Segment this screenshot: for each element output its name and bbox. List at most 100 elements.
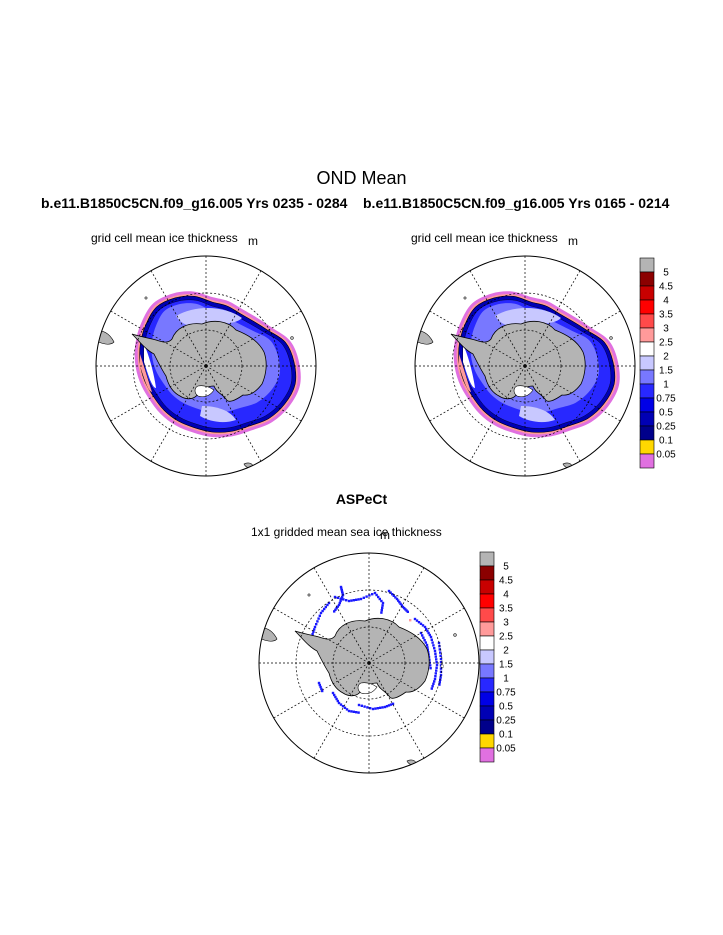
colorbar-level-label: 2 xyxy=(503,646,509,657)
observations-map-title: 1x1 gridded mean sea ice thickness xyxy=(251,525,442,539)
observation-point xyxy=(341,705,345,708)
colorbar-swatch xyxy=(479,677,495,693)
observation-point xyxy=(341,590,344,593)
colorbar-swatch xyxy=(639,439,655,455)
observations-polar-map xyxy=(258,552,480,774)
observation-point xyxy=(335,607,338,610)
observation-point xyxy=(339,599,342,603)
observation-point xyxy=(335,697,338,701)
observation-point xyxy=(434,655,437,658)
colorbar-swatch xyxy=(639,341,655,357)
right-polar-map xyxy=(414,255,636,477)
observation-point xyxy=(409,619,412,622)
observation-point xyxy=(380,599,383,603)
observation-point xyxy=(389,703,393,706)
colorbar-level-label: 3 xyxy=(663,324,669,335)
colorbar-level-label: 0.1 xyxy=(499,730,513,741)
colorbar-swatch xyxy=(639,355,655,371)
observation-point xyxy=(380,609,383,612)
colorbar-swatch xyxy=(639,383,655,399)
observation-point xyxy=(426,629,429,633)
left-polar-map xyxy=(95,255,317,477)
observation-point xyxy=(360,704,363,707)
observation-point xyxy=(352,710,355,713)
colorbar-swatch xyxy=(639,313,655,329)
observation-point xyxy=(317,617,320,620)
observation-point xyxy=(350,599,353,602)
observation-point xyxy=(394,596,397,599)
observation-point xyxy=(319,611,323,615)
observation-point xyxy=(430,638,433,641)
observation-point xyxy=(431,685,434,688)
colorbar-swatch xyxy=(479,579,495,595)
observation-point xyxy=(323,607,326,611)
observation-point xyxy=(376,707,379,710)
observation-point xyxy=(336,699,339,703)
colorbar-swatch xyxy=(639,369,655,385)
observation-point xyxy=(312,630,315,633)
observation-point xyxy=(331,691,335,695)
colorbar-swatch xyxy=(639,299,655,315)
observation-point xyxy=(439,657,443,661)
observation-point xyxy=(341,592,344,595)
observation-point xyxy=(424,641,427,644)
observation-point xyxy=(438,648,441,651)
observation-point xyxy=(438,681,441,684)
observation-point xyxy=(366,706,369,709)
observation-point xyxy=(338,601,341,605)
antarctica-landmass xyxy=(131,320,267,402)
colorbar-level-label: 4 xyxy=(663,296,669,307)
observation-point xyxy=(417,621,421,624)
observation-point xyxy=(399,602,402,605)
graticule xyxy=(415,256,635,476)
colorbar-level-label: 1.5 xyxy=(659,366,673,377)
observation-point xyxy=(381,706,384,709)
observation-point xyxy=(345,599,348,602)
observation-point xyxy=(315,623,318,626)
colorbar-swatch xyxy=(639,453,655,469)
map-content xyxy=(415,256,635,476)
observation-point xyxy=(434,675,437,678)
observation-point xyxy=(334,695,337,699)
observation-point xyxy=(439,661,443,664)
ice-pale-ross xyxy=(176,307,242,327)
observation-point xyxy=(433,647,436,650)
observation-point xyxy=(425,627,428,631)
ice-pale-ross xyxy=(495,307,561,327)
colorbar-level-label: 3.5 xyxy=(659,310,673,321)
observation-point xyxy=(438,683,441,686)
colorbar-level-label: 1 xyxy=(663,380,669,391)
case-left-label: b.e11.B1850C5CN.f09_g16.005 Yrs 0235 - 0… xyxy=(41,195,348,211)
observation-point xyxy=(347,709,351,713)
colorbar-swatch xyxy=(479,691,495,707)
observation-point xyxy=(395,597,399,601)
observation-point xyxy=(431,641,434,644)
observation-point xyxy=(347,599,351,603)
observation-point xyxy=(363,705,366,708)
observation-point xyxy=(339,703,343,706)
colorbar-level-label: 2 xyxy=(663,352,669,363)
observation-point xyxy=(426,648,429,651)
colorbar-swatch xyxy=(639,271,655,287)
observation-point xyxy=(357,598,360,601)
observation-point xyxy=(435,669,438,672)
colorbar-level-label: 0.75 xyxy=(656,394,676,405)
colorbar-level-label: 1 xyxy=(503,674,509,685)
colorbar-swatch xyxy=(639,257,655,273)
observation-point xyxy=(318,683,321,687)
colorbar-level-label: 0.75 xyxy=(496,688,516,699)
colorbar-swatch xyxy=(639,285,655,301)
observation-point xyxy=(383,705,387,709)
observation-point xyxy=(419,622,423,625)
observation-point xyxy=(403,607,406,610)
island xyxy=(609,336,613,340)
observation-point xyxy=(313,628,316,631)
observation-point xyxy=(336,605,339,608)
observation-point xyxy=(359,597,363,601)
observation-point xyxy=(336,596,339,599)
map-border xyxy=(258,552,480,774)
colorbar-swatch xyxy=(479,565,495,581)
observation-point xyxy=(321,609,324,613)
observation-point xyxy=(319,685,322,689)
observation-point xyxy=(387,704,391,707)
